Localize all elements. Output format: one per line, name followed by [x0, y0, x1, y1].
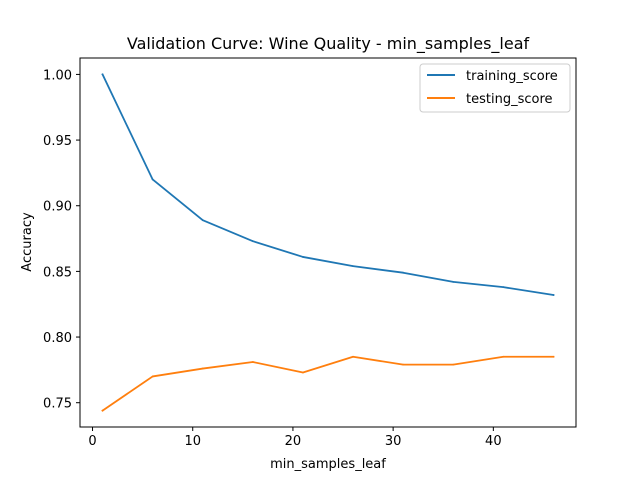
- data-point-training-score: [302, 256, 304, 258]
- legend: training_score testing_score: [419, 63, 571, 113]
- data-point-testing-score: [151, 375, 154, 378]
- y-tick-label: 1.00: [43, 68, 72, 83]
- data-point-testing-score: [402, 363, 405, 366]
- data-point-training-score: [101, 73, 104, 76]
- data-point-testing-score: [251, 361, 254, 363]
- x-tick-label: 20: [285, 434, 302, 449]
- data-point-training-score: [452, 280, 455, 283]
- x-tick-label: 10: [184, 434, 201, 449]
- data-point-training-score: [502, 286, 505, 289]
- data-point-testing-score: [552, 355, 555, 358]
- legend-label-testing-score: testing_score: [466, 92, 553, 107]
- x-tick-label: 40: [485, 434, 502, 449]
- data-point-training-score: [151, 178, 154, 181]
- y-axis-label: Accuracy: [20, 212, 35, 272]
- plot-area: [80, 58, 576, 427]
- x-tick-label: 30: [385, 434, 402, 449]
- axes-border: [79, 57, 577, 428]
- x-axis-ticks: 0 10 20 30 40: [88, 427, 502, 449]
- y-tick-label: 0.80: [43, 331, 72, 346]
- x-tick-label: 0: [88, 434, 96, 449]
- data-point-testing-score: [302, 371, 304, 374]
- legend-label-training-score: training_score: [466, 69, 558, 84]
- data-point-training-score: [201, 219, 204, 222]
- plot-background: [80, 58, 576, 427]
- data-point-training-score: [552, 294, 555, 296]
- chart-title: Validation Curve: Wine Quality - min_sam…: [127, 34, 530, 54]
- series-layer: [101, 73, 555, 412]
- data-point-training-score: [402, 271, 405, 274]
- y-tick-label: 0.75: [43, 397, 72, 412]
- y-tick-label: 0.95: [43, 134, 72, 149]
- data-point-testing-score: [352, 355, 354, 358]
- data-point-training-score: [352, 265, 354, 268]
- data-point-training-score: [251, 240, 254, 243]
- data-point-testing-score: [101, 409, 104, 412]
- data-point-testing-score: [452, 363, 455, 366]
- data-point-testing-score: [502, 355, 505, 358]
- y-tick-label: 0.85: [43, 265, 72, 280]
- y-tick-label: 0.90: [43, 200, 72, 215]
- axes-frame: [79, 57, 577, 428]
- legend-box: [419, 63, 571, 113]
- y-axis-ticks: 0.75 0.80 0.85 0.90 0.95 1.00: [43, 68, 80, 412]
- series-line-testing-score: [101, 355, 555, 412]
- data-point-testing-score: [201, 367, 204, 370]
- x-axis-label: min_samples_leaf: [270, 457, 386, 472]
- series-line-training-score: [101, 73, 555, 297]
